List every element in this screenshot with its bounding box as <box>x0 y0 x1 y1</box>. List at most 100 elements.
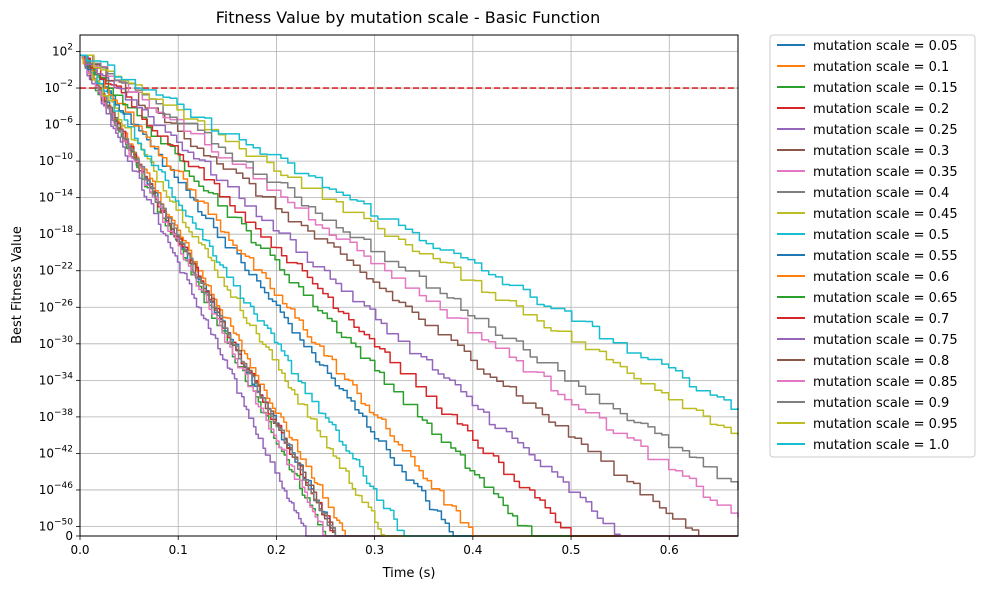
x-axis-label: Time (s) <box>382 566 436 581</box>
y-tick-mantissa: 10 <box>39 264 54 278</box>
y-tick-mantissa: 10 <box>44 118 59 132</box>
legend-item: mutation scale = 0.5 <box>777 228 949 243</box>
legend-item: mutation scale = 0.95 <box>777 417 958 432</box>
legend-label: mutation scale = 0.2 <box>813 102 949 117</box>
series-line <box>80 54 738 537</box>
y-tick-label-text: 10−22 <box>39 262 73 278</box>
legend-label: mutation scale = 0.8 <box>813 354 949 369</box>
y-tick-exponent: 2 <box>67 43 73 53</box>
legend-item: mutation scale = 0.75 <box>777 333 958 348</box>
legend-label: mutation scale = 0.9 <box>813 396 949 411</box>
legend-label: mutation scale = 0.4 <box>813 186 949 201</box>
y-tick-label-text: 10−42 <box>39 444 73 460</box>
y-tick-label: 0 <box>65 529 73 543</box>
legend-item: mutation scale = 0.3 <box>777 144 949 159</box>
y-tick-mantissa: 10 <box>39 191 54 205</box>
y-tick-label: 10−2 <box>44 79 73 95</box>
y-tick-label: 10−30 <box>39 335 74 351</box>
x-tick-label: 0.2 <box>267 543 286 557</box>
legend-item: mutation scale = 0.2 <box>777 102 949 117</box>
y-tick-mantissa: 10 <box>39 227 54 241</box>
series-line <box>80 54 738 537</box>
legend-item: mutation scale = 0.7 <box>777 312 949 327</box>
series-line <box>80 54 738 537</box>
y-tick-label-text: 10−46 <box>39 481 74 497</box>
y-tick-label-text: 10−38 <box>39 408 74 424</box>
legend-item: mutation scale = 0.8 <box>777 354 949 369</box>
legend-label: mutation scale = 0.05 <box>813 39 958 54</box>
legend-item: mutation scale = 0.1 <box>777 60 949 75</box>
plot-frame <box>79 34 739 537</box>
series-line <box>80 54 738 537</box>
y-tick-mantissa: 10 <box>44 81 59 95</box>
y-tick-exponent: −6 <box>60 116 74 126</box>
y-tick-exponent: −34 <box>54 371 73 381</box>
y-tick-label-text: 10−34 <box>39 371 74 387</box>
x-tick-label: 0.6 <box>660 543 679 557</box>
legend-label: mutation scale = 0.75 <box>813 333 958 348</box>
y-tick-label-text: 102 <box>52 43 73 59</box>
series-line <box>80 54 738 537</box>
y-tick-exponent: −42 <box>54 444 73 454</box>
legend-items: mutation scale = 0.05 mutation scale = 0.… <box>777 39 958 453</box>
y-tick-exponent: −26 <box>54 298 73 308</box>
series-line <box>80 54 739 436</box>
series-line <box>80 54 738 537</box>
legend-label: mutation scale = 0.35 <box>813 165 958 180</box>
y-tick-label: 10−22 <box>39 262 73 278</box>
legend-item: mutation scale = 0.15 <box>777 81 958 96</box>
y-tick-exponent: −10 <box>54 152 73 162</box>
y-tick-label: 10−42 <box>39 444 73 460</box>
y-tick-mantissa: 10 <box>39 410 54 424</box>
legend-label: mutation scale = 0.55 <box>813 249 958 264</box>
legend-label: mutation scale = 0.95 <box>813 417 958 432</box>
series-line <box>80 54 738 537</box>
y-tick-mantissa: 10 <box>39 373 54 387</box>
y-tick-label-text: 10−30 <box>39 335 74 351</box>
y-tick-label: 10−38 <box>39 408 74 424</box>
y-tick-label: 10−50 <box>39 518 74 534</box>
y-axis: 010−5010−4610−4210−3810−3410−3010−2610−2… <box>39 43 80 543</box>
y-tick-label-text: 10−14 <box>39 189 74 205</box>
legend-item: mutation scale = 0.45 <box>777 207 958 222</box>
y-tick-label-text: 10−50 <box>39 518 74 534</box>
y-tick-label: 10−14 <box>39 189 74 205</box>
y-tick-label-text: 10−10 <box>39 152 74 168</box>
legend-item: mutation scale = 0.55 <box>777 249 958 264</box>
x-tick-label: 0.3 <box>365 543 384 557</box>
y-tick-label: 10−26 <box>39 298 74 314</box>
legend-label: mutation scale = 0.7 <box>813 312 949 327</box>
y-tick-label-text: 10−26 <box>39 298 74 314</box>
y-tick-mantissa: 10 <box>39 446 54 460</box>
legend-item: mutation scale = 1.0 <box>777 438 949 453</box>
y-tick-exponent: −18 <box>54 225 73 235</box>
y-tick-label: 10−34 <box>39 371 74 387</box>
series-line <box>80 54 739 518</box>
series-line <box>80 54 739 490</box>
y-tick-label: 10−18 <box>39 225 74 241</box>
series-layer <box>80 54 739 537</box>
y-tick-exponent: −22 <box>54 262 73 272</box>
y-tick-label: 102 <box>52 43 73 59</box>
legend-item: mutation scale = 0.25 <box>777 123 958 138</box>
y-tick-mantissa: 10 <box>39 520 54 534</box>
series-line <box>80 54 738 537</box>
legend-item: mutation scale = 0.65 <box>777 291 958 306</box>
legend-label: mutation scale = 0.85 <box>813 375 958 390</box>
legend-label: mutation scale = 0.15 <box>813 81 958 96</box>
legend-item: mutation scale = 0.6 <box>777 270 949 285</box>
x-tick-label: 0.0 <box>70 543 89 557</box>
legend-item: mutation scale = 0.9 <box>777 396 949 411</box>
y-tick-label: 10−10 <box>39 152 74 168</box>
y-tick-exponent: −30 <box>54 335 73 345</box>
legend-item: mutation scale = 0.85 <box>777 375 958 390</box>
y-tick-label: 10−6 <box>44 116 73 132</box>
y-tick-label-text: 10−18 <box>39 225 74 241</box>
y-tick-label-text: 0 <box>65 529 73 543</box>
legend-label: mutation scale = 0.3 <box>813 144 949 159</box>
y-tick-mantissa: 10 <box>39 337 54 351</box>
y-tick-mantissa: 10 <box>39 300 54 314</box>
y-tick-mantissa: 10 <box>39 154 54 168</box>
series-line <box>80 54 739 411</box>
